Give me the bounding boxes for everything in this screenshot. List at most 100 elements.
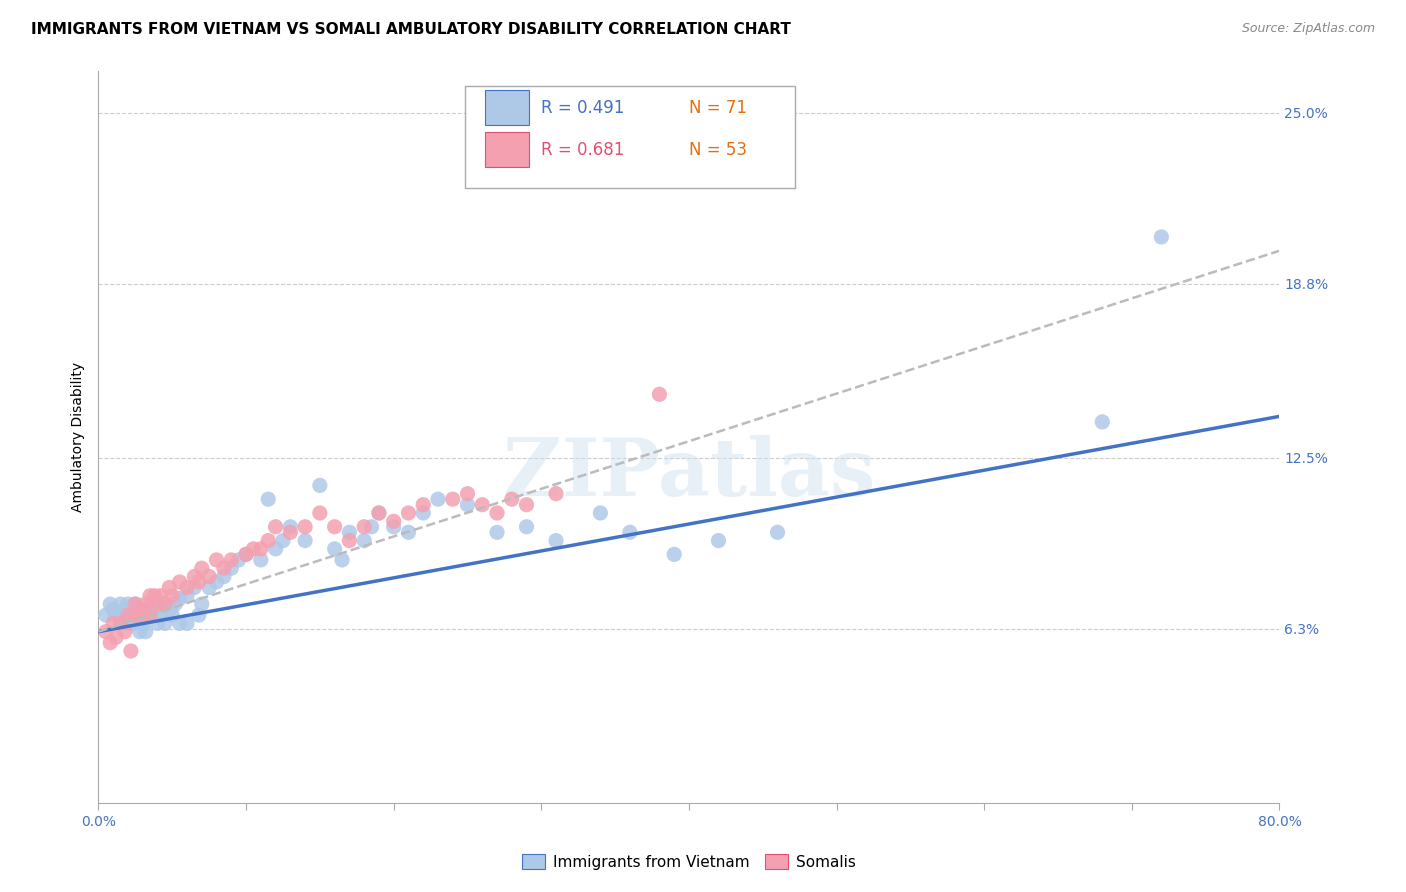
Point bbox=[114, 624, 136, 639]
Point bbox=[169, 616, 191, 631]
Point bbox=[165, 597, 187, 611]
Point bbox=[250, 541, 273, 556]
Point bbox=[124, 616, 146, 631]
Point bbox=[242, 541, 264, 556]
Point bbox=[128, 624, 150, 639]
Point bbox=[98, 636, 121, 650]
Point bbox=[110, 616, 132, 631]
Point bbox=[294, 520, 316, 534]
Point bbox=[339, 533, 361, 548]
Point bbox=[412, 498, 434, 512]
Point bbox=[589, 506, 612, 520]
Point bbox=[149, 589, 172, 603]
Point bbox=[169, 591, 191, 606]
Point bbox=[257, 533, 280, 548]
Point bbox=[486, 525, 509, 540]
Point bbox=[250, 553, 273, 567]
Point bbox=[187, 608, 209, 623]
Point bbox=[1091, 415, 1114, 429]
Point bbox=[257, 492, 280, 507]
Point bbox=[146, 616, 169, 631]
Point bbox=[135, 624, 157, 639]
Point bbox=[103, 616, 125, 631]
Point bbox=[124, 597, 146, 611]
Point bbox=[212, 561, 235, 575]
Point bbox=[221, 561, 243, 575]
Point bbox=[139, 602, 162, 616]
Point bbox=[153, 597, 176, 611]
Point bbox=[169, 574, 191, 589]
Point bbox=[183, 569, 205, 583]
Point bbox=[471, 498, 494, 512]
Point bbox=[228, 553, 250, 567]
Point bbox=[546, 486, 568, 500]
Text: IMMIGRANTS FROM VIETNAM VS SOMALI AMBULATORY DISABILITY CORRELATION CHART: IMMIGRANTS FROM VIETNAM VS SOMALI AMBULA… bbox=[31, 22, 790, 37]
Point bbox=[398, 525, 420, 540]
Text: N = 71: N = 71 bbox=[689, 99, 747, 117]
Point bbox=[139, 608, 162, 623]
Point bbox=[339, 525, 361, 540]
Point bbox=[162, 589, 183, 603]
Point bbox=[132, 616, 155, 631]
Point bbox=[117, 616, 139, 631]
Point bbox=[516, 520, 538, 534]
Point bbox=[264, 520, 287, 534]
Point bbox=[176, 581, 198, 595]
Point bbox=[157, 581, 180, 595]
Point bbox=[183, 581, 205, 595]
Point bbox=[149, 608, 172, 623]
Point bbox=[486, 506, 509, 520]
Point bbox=[501, 492, 523, 507]
Point bbox=[516, 498, 538, 512]
Point bbox=[124, 608, 146, 623]
Point bbox=[120, 616, 142, 631]
Point bbox=[198, 569, 221, 583]
Point bbox=[664, 548, 686, 562]
Point bbox=[353, 533, 375, 548]
Y-axis label: Ambulatory Disability: Ambulatory Disability bbox=[70, 362, 84, 512]
Point bbox=[280, 520, 302, 534]
Legend: Immigrants from Vietnam, Somalis: Immigrants from Vietnam, Somalis bbox=[516, 847, 862, 876]
Point bbox=[94, 608, 117, 623]
Point bbox=[105, 630, 128, 644]
Point bbox=[457, 486, 479, 500]
Point bbox=[271, 533, 294, 548]
Point bbox=[120, 608, 142, 623]
Point bbox=[330, 553, 353, 567]
Point bbox=[162, 608, 183, 623]
Point bbox=[139, 608, 162, 623]
Point bbox=[382, 520, 405, 534]
Point bbox=[427, 492, 450, 507]
Point bbox=[457, 498, 479, 512]
Text: ZIPatlas: ZIPatlas bbox=[503, 434, 875, 513]
Point bbox=[176, 589, 198, 603]
Point bbox=[135, 602, 157, 616]
Point bbox=[143, 597, 166, 611]
Point bbox=[157, 602, 180, 616]
Point bbox=[187, 574, 209, 589]
Point bbox=[619, 525, 641, 540]
Point bbox=[128, 608, 150, 623]
Bar bbox=[485, 132, 530, 167]
Point bbox=[294, 533, 316, 548]
Point bbox=[120, 644, 142, 658]
Point bbox=[191, 597, 214, 611]
Point bbox=[94, 624, 117, 639]
Point bbox=[766, 525, 789, 540]
Point bbox=[546, 533, 568, 548]
Point bbox=[135, 597, 157, 611]
Point bbox=[110, 608, 132, 623]
Text: N = 53: N = 53 bbox=[689, 141, 747, 159]
Point bbox=[264, 541, 287, 556]
Point bbox=[146, 602, 169, 616]
Point bbox=[105, 608, 128, 623]
Point bbox=[153, 616, 176, 631]
Text: R = 0.681: R = 0.681 bbox=[541, 141, 624, 159]
Point bbox=[143, 589, 166, 603]
Point bbox=[117, 597, 139, 611]
Text: R = 0.491: R = 0.491 bbox=[541, 99, 624, 117]
Point bbox=[323, 520, 346, 534]
Point bbox=[139, 589, 162, 603]
Point bbox=[114, 602, 136, 616]
Point bbox=[176, 616, 198, 631]
